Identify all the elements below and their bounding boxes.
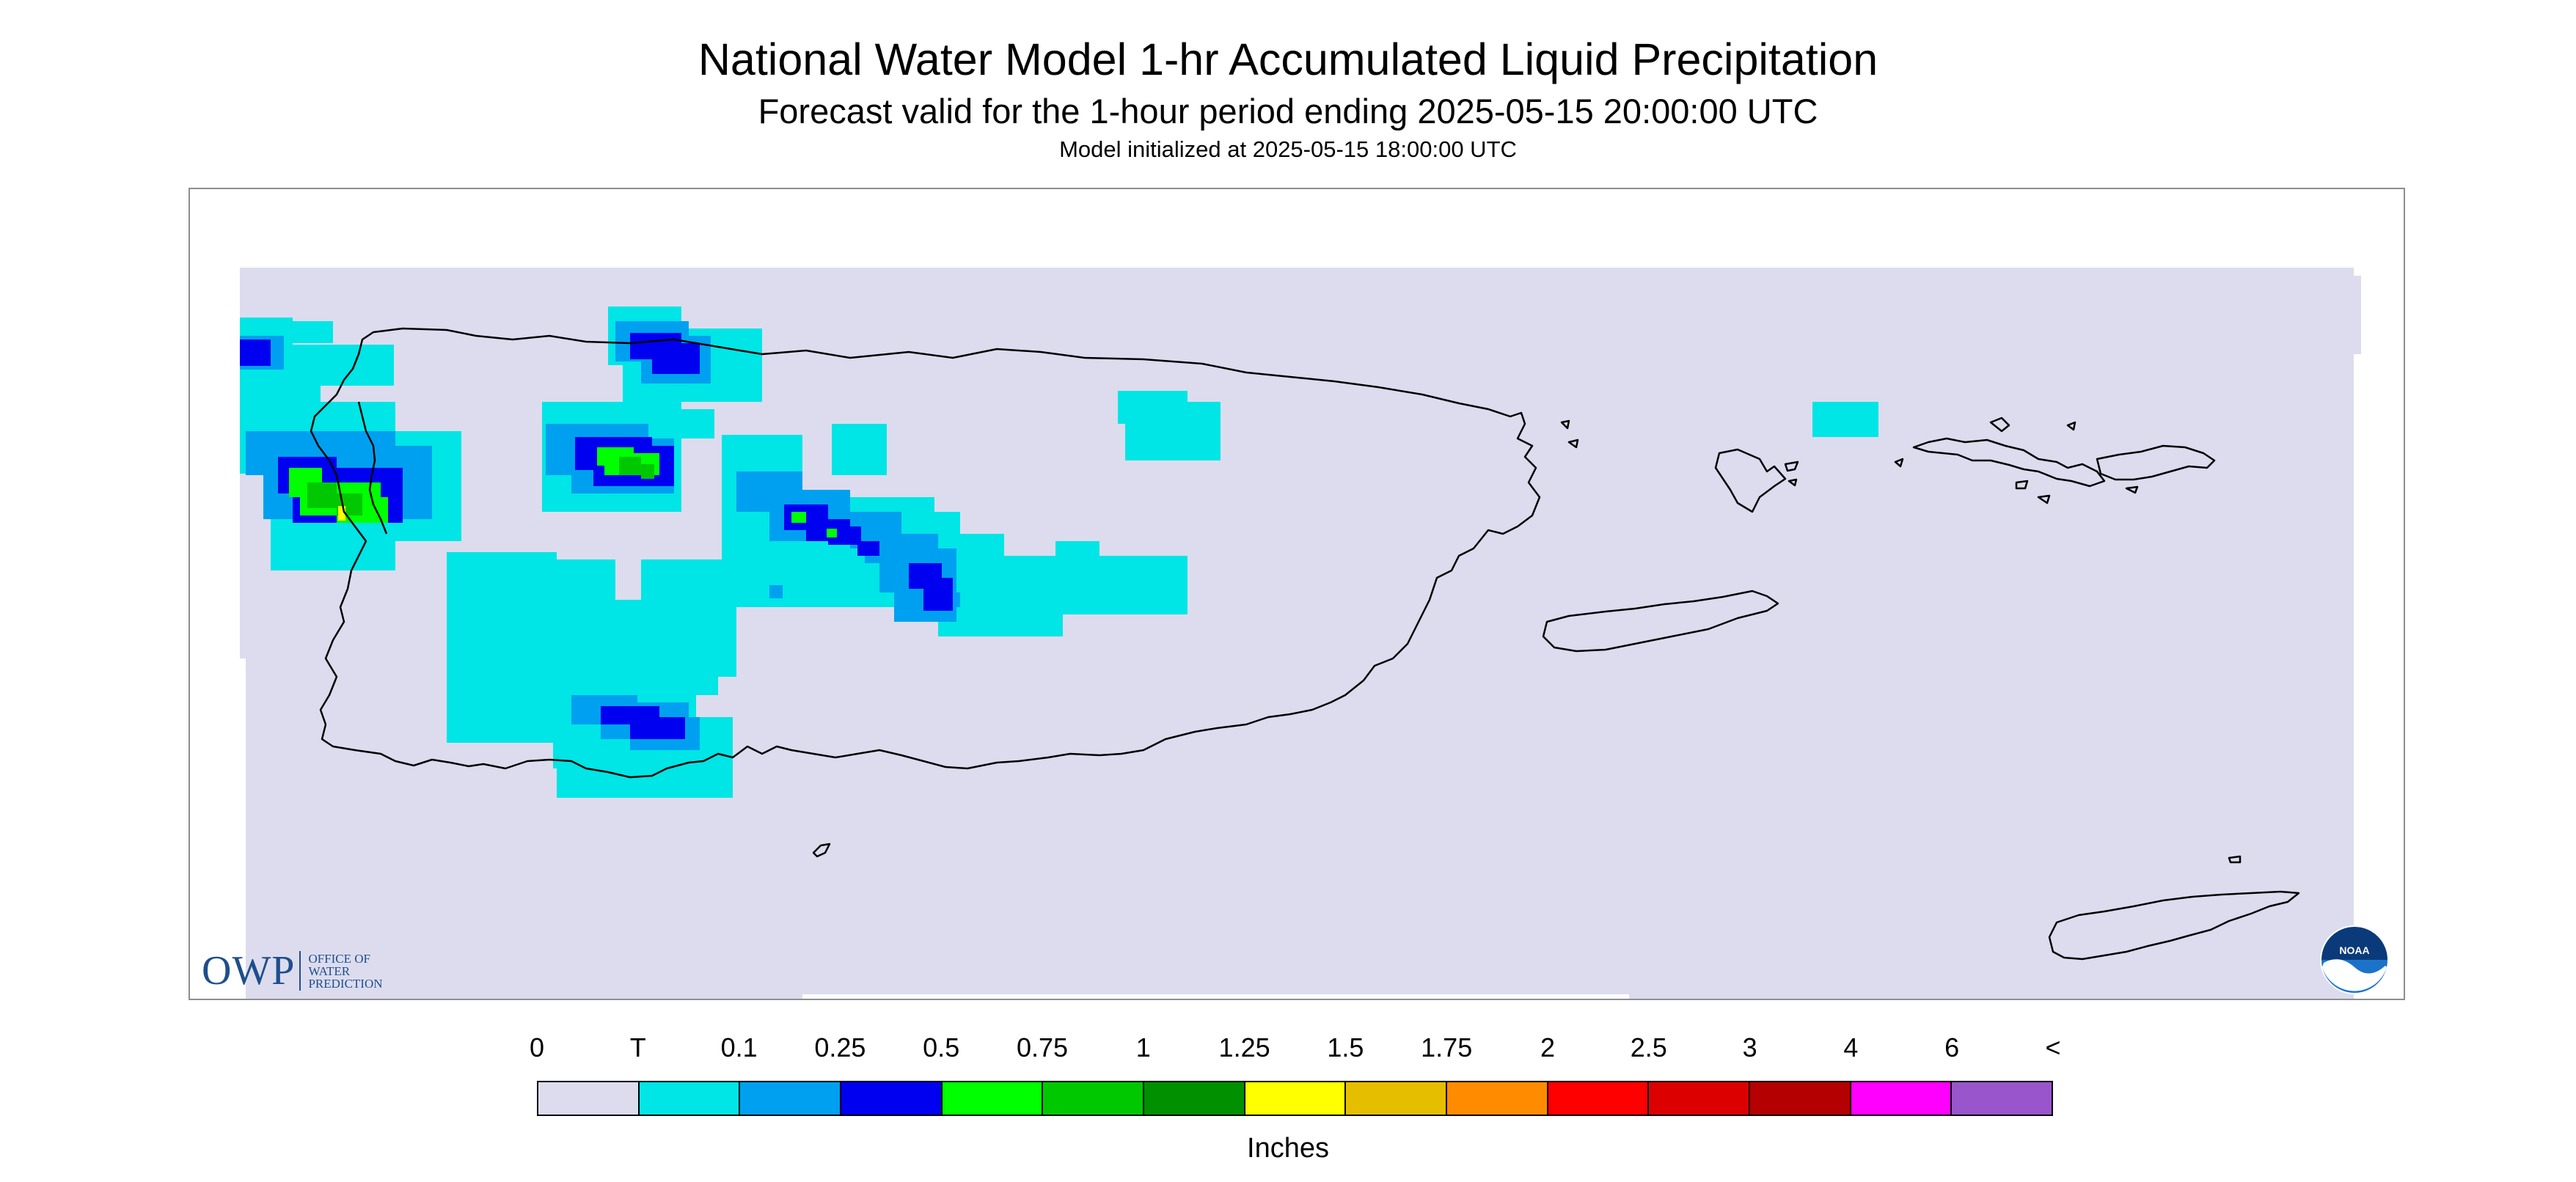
tortola-outline — [1989, 416, 2010, 433]
legend-swatch-5 — [1043, 1082, 1145, 1115]
legend-label: 4 — [1843, 1032, 1859, 1062]
st-croix-islet — [2228, 855, 2242, 864]
islet-4 — [2125, 485, 2139, 494]
legend-colorbar — [537, 1081, 2053, 1116]
islet-6 — [1560, 419, 1570, 430]
precip-0.75 — [307, 457, 654, 515]
islet-7 — [1567, 438, 1579, 449]
map-panel: OWP OFFICE OF WATER PREDICTION NOAA — [189, 188, 2405, 1000]
legend-label: 3 — [1742, 1032, 1757, 1062]
legend-swatch-3 — [841, 1082, 943, 1115]
owp-logo: OWP OFFICE OF WATER PREDICTION — [202, 947, 383, 994]
legend-label: 6 — [1944, 1032, 1960, 1062]
legend-swatch-2 — [740, 1082, 842, 1115]
legend-units: Inches — [1247, 1133, 1329, 1164]
svg-text:NOAA: NOAA — [2339, 944, 2369, 956]
islet-5 — [2066, 421, 2076, 431]
legend-swatch-4 — [942, 1082, 1044, 1115]
legend-swatch-12 — [1750, 1082, 1851, 1115]
legend-swatch-0 — [538, 1082, 640, 1115]
st-thomas-outline — [1912, 437, 2106, 488]
legend-label: 0.75 — [1016, 1032, 1069, 1062]
st-john-outline — [2096, 444, 2216, 481]
legend-label: 2 — [1540, 1032, 1556, 1062]
legend-swatch-14 — [1952, 1082, 2052, 1115]
legend-swatch-9 — [1447, 1082, 1548, 1115]
owp-subtext: OFFICE OF WATER PREDICTION — [308, 952, 382, 990]
vieques-outline — [1542, 590, 1779, 653]
owp-divider — [299, 951, 301, 991]
legend-label: 1.25 — [1218, 1032, 1270, 1062]
legend-label: 0 — [529, 1032, 545, 1062]
islet-8 — [1788, 478, 1798, 487]
owp-line-1: OFFICE OF — [308, 951, 371, 966]
noaa-logo-icon: NOAA — [2320, 925, 2389, 994]
legend-swatch-8 — [1346, 1082, 1448, 1115]
islet-1 — [1894, 458, 1904, 468]
legend-swatch-7 — [1245, 1082, 1347, 1115]
legend-label: 1.5 — [1327, 1032, 1364, 1062]
map-canvas — [240, 268, 2361, 999]
st-croix-outline — [2048, 890, 2300, 961]
legend-label: 0.25 — [814, 1032, 866, 1062]
border-line — [357, 401, 388, 535]
legend-swatch-10 — [1548, 1082, 1650, 1115]
islet-3 — [2037, 494, 2051, 504]
model-init-line: Model initialized at 2025-05-15 18:00:00… — [1059, 136, 1517, 162]
mona-island-outline — [812, 843, 831, 858]
culebrita-outline — [1784, 460, 1799, 472]
map-title: National Water Model 1-hr Accumulated Li… — [698, 34, 1878, 84]
owp-line-2: WATER — [308, 963, 351, 978]
legend-label: 2.5 — [1630, 1032, 1667, 1062]
map-subtitle: Forecast valid for the 1-hour period end… — [758, 92, 1818, 131]
legend-swatch-1 — [639, 1082, 741, 1115]
legend-label: 0.1 — [720, 1032, 758, 1062]
puerto-rico-outline — [310, 327, 1541, 779]
legend-label: 1 — [1135, 1032, 1151, 1062]
culebra-outline — [1714, 448, 1787, 513]
legend-label: 0.5 — [923, 1032, 960, 1062]
legend-label: T — [629, 1032, 646, 1062]
owp-mark: OWP — [202, 948, 296, 994]
legend-swatch-6 — [1144, 1082, 1245, 1115]
coastline — [310, 327, 2300, 961]
legend-swatch-11 — [1649, 1082, 1751, 1115]
precip-1.25 — [338, 506, 345, 521]
owp-line-3: PREDICTION — [308, 976, 383, 991]
legend-label: < — [2045, 1032, 2061, 1062]
islet-2 — [2015, 480, 2029, 490]
legend-label: 1.75 — [1421, 1032, 1473, 1062]
legend-swatch-13 — [1851, 1082, 1953, 1115]
